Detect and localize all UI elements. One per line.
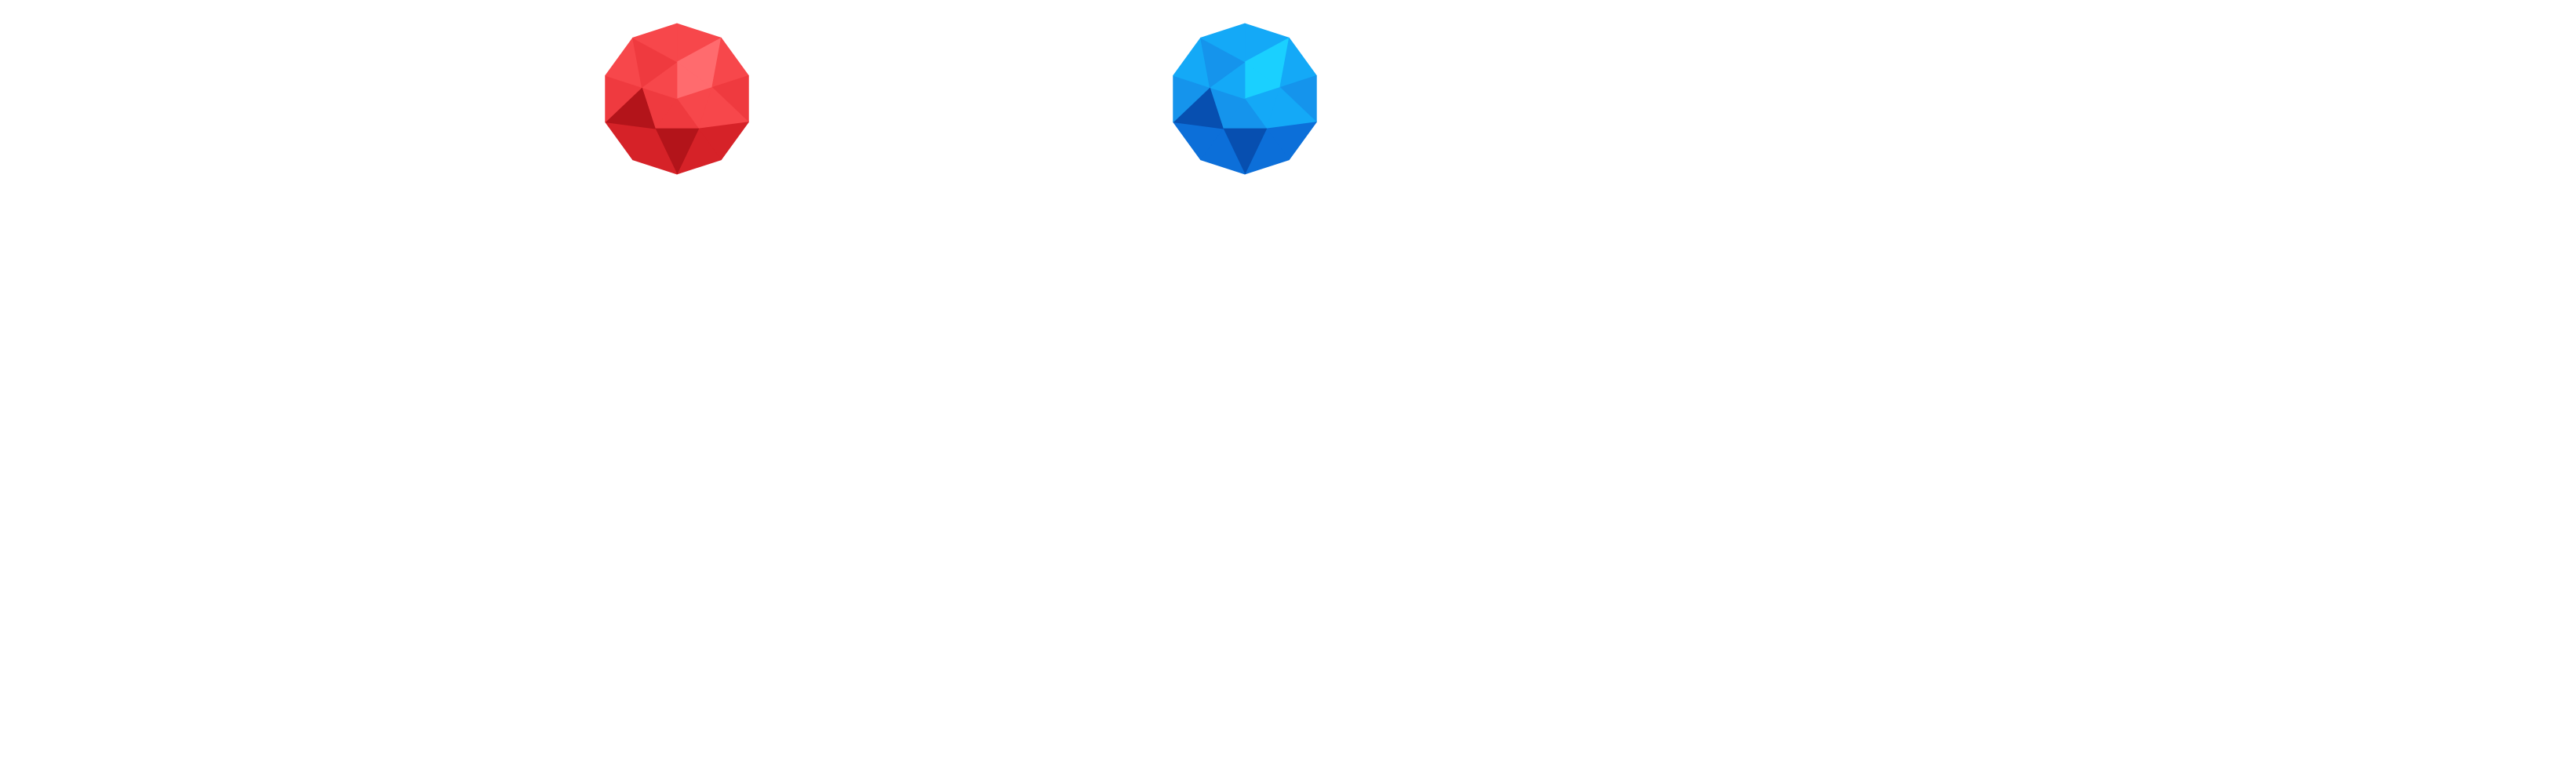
red-gem[interactable] — [600, 22, 754, 176]
gem-facet — [1200, 23, 1246, 63]
blue-faceted-sphere-icon — [1173, 23, 1317, 175]
red-faceted-sphere-icon — [605, 23, 749, 175]
gem-facet — [632, 23, 678, 63]
blue-gem[interactable] — [1168, 22, 1322, 176]
